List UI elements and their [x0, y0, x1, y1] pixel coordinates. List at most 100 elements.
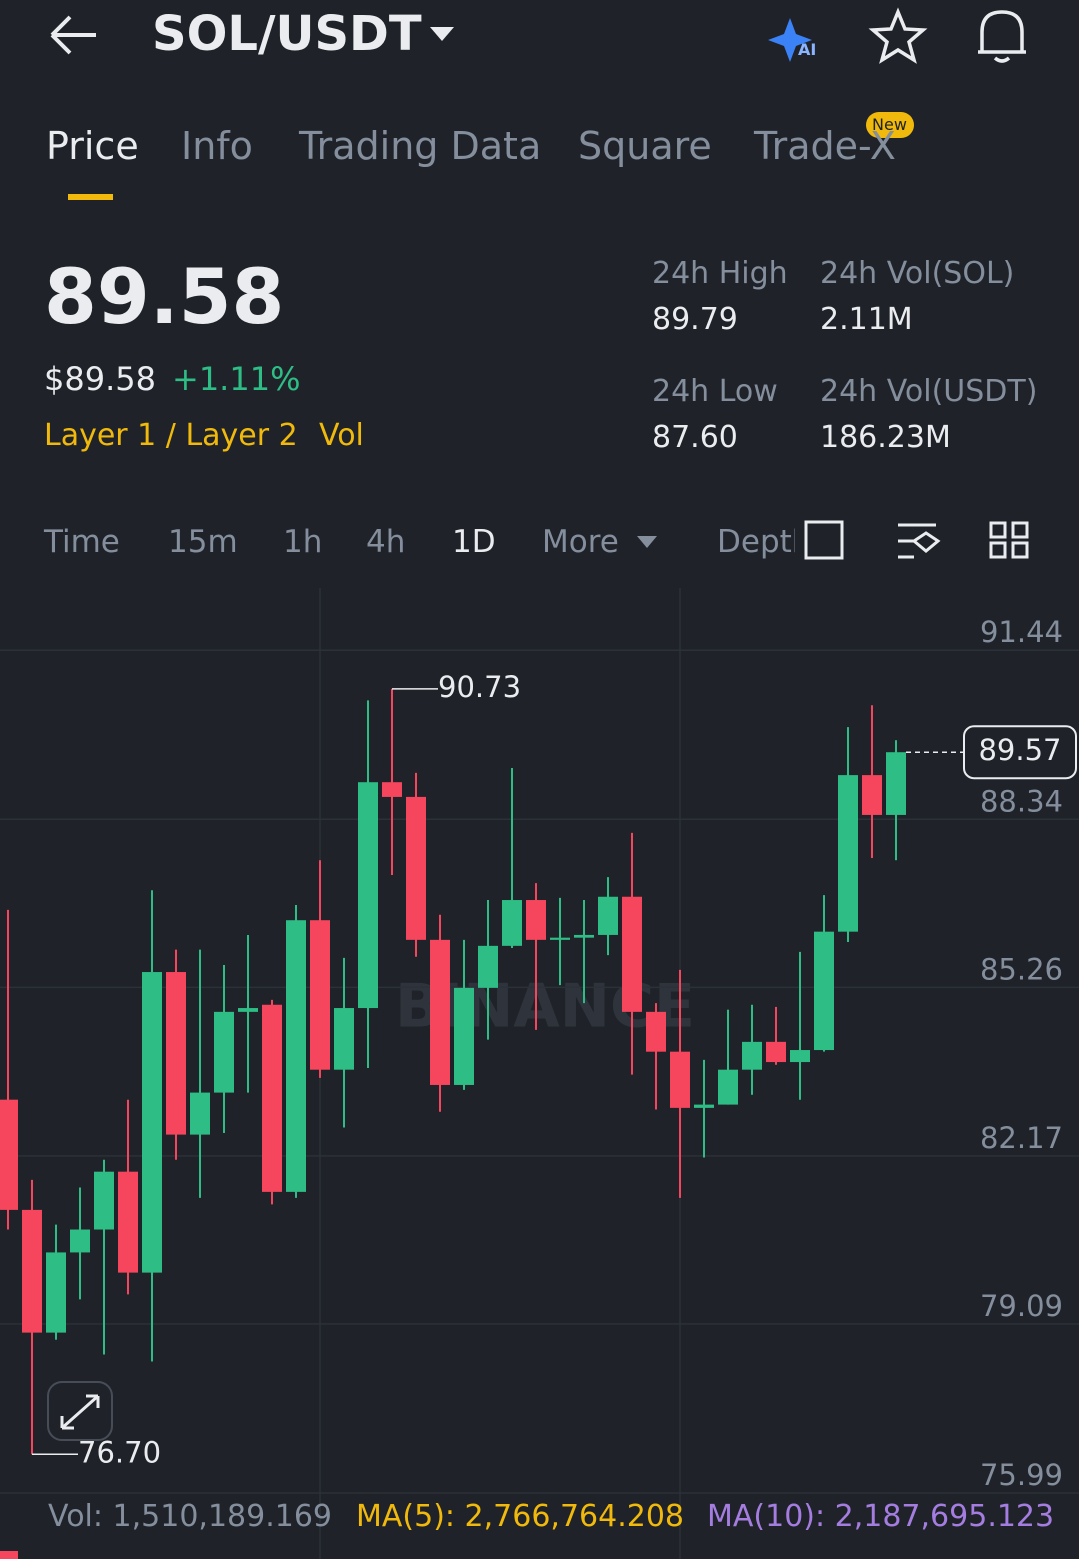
tab[interactable]: Price: [46, 124, 139, 168]
candle-body: [358, 782, 378, 1009]
y-tick-label: 85.26: [980, 952, 1063, 986]
y-tick-label: 79.09: [980, 1289, 1063, 1323]
candle-body: [190, 1092, 210, 1135]
candle-body: [670, 1051, 690, 1108]
candle-body: [742, 1041, 762, 1070]
candle-body: [142, 972, 162, 1273]
candle-body: [454, 987, 474, 1085]
candle-body: [22, 1209, 42, 1333]
tab[interactable]: Trading Data: [299, 124, 542, 168]
candle-body: [502, 900, 522, 946]
scroll-marker: [0, 1551, 18, 1559]
last-price: 89.58: [44, 252, 285, 341]
interval[interactable]: Depth: [717, 524, 795, 560]
interval[interactable]: 4h: [366, 524, 406, 560]
stat-value: 2.11M: [820, 302, 913, 337]
candle-body: [214, 1011, 234, 1093]
layout-icon[interactable]: [1011, 521, 1029, 539]
high-marker-label: 90.73: [438, 670, 521, 704]
candle-body: [694, 1104, 714, 1108]
stat-label: 24h Vol(SOL): [820, 256, 1015, 291]
badge: [866, 112, 914, 138]
volume: Vol: 1,510,189.169: [48, 1499, 333, 1534]
candle-body: [0, 1099, 18, 1210]
y-tick-label: 88.34: [980, 784, 1063, 818]
candle-body: [718, 1069, 738, 1105]
candle-body: [166, 972, 186, 1135]
tab[interactable]: Square: [578, 124, 712, 168]
candle-body: [406, 796, 426, 940]
ai-icon-text: AI: [798, 40, 816, 59]
usd-price: $89.58: [44, 360, 156, 398]
low-marker-label: 76.70: [78, 1435, 161, 1469]
candle-body: [646, 1011, 666, 1052]
stat-label: 24h Low: [652, 374, 778, 409]
candle-body: [478, 945, 498, 988]
candle-body: [574, 934, 594, 938]
indicator-icon[interactable]: [898, 523, 941, 559]
candles: [0, 688, 906, 1455]
expand-icon: [60, 1394, 100, 1430]
candle-body: [526, 900, 546, 940]
ma5: MA(5): 2,766,764.208: [356, 1499, 685, 1534]
pair-title[interactable]: SOL/USDT: [152, 6, 422, 62]
candle-body: [598, 896, 618, 935]
last-price-box: [963, 725, 1077, 780]
candle-body: [550, 937, 570, 940]
ai-icon[interactable]: [768, 18, 812, 62]
tab[interactable]: Trade-X: [754, 124, 896, 168]
more-dropdown[interactable]: [637, 536, 657, 548]
pair-dropdown[interactable]: [430, 27, 454, 41]
ma10: MA(10): 2,187,695.123: [707, 1499, 1055, 1534]
interval[interactable]: More: [542, 524, 619, 560]
y-tick-label: 91.44: [980, 615, 1063, 649]
layout-icon[interactable]: [989, 521, 1007, 539]
candle-body: [382, 782, 402, 797]
tag[interactable]: Vol: [319, 418, 364, 453]
badge-text: New: [872, 115, 907, 134]
chart-icon[interactable]: [804, 520, 844, 560]
price-change: +1.11%: [172, 360, 301, 398]
interval[interactable]: 15m: [168, 524, 238, 560]
last-price-label: 89.57: [978, 733, 1061, 767]
candle-body: [286, 920, 306, 1192]
candle-body: [622, 896, 642, 1012]
interval[interactable]: Time: [44, 524, 120, 560]
candle-body: [46, 1252, 66, 1333]
alert-icon[interactable]: [978, 10, 1026, 63]
stat-value: 186.23M: [820, 420, 951, 455]
candle-body: [70, 1229, 90, 1253]
layout-icon[interactable]: [989, 541, 1007, 559]
tab[interactable]: Info: [181, 124, 253, 168]
interval[interactable]: 1h: [283, 524, 323, 560]
candle-body: [766, 1041, 786, 1063]
candle-body: [430, 939, 450, 1085]
tab-indicator: [68, 194, 113, 200]
candle-body: [790, 1050, 810, 1063]
stat-label: 24h Vol(USDT): [820, 374, 1038, 409]
header-icons: AI: [50, 7, 1026, 200]
candle-body: [310, 920, 330, 1070]
layout-icon[interactable]: [1011, 541, 1029, 559]
favorite-icon[interactable]: [868, 7, 928, 64]
candle-body: [238, 1008, 258, 1012]
candle-body: [334, 1008, 354, 1070]
candle-body: [118, 1171, 138, 1273]
candle-body: [94, 1171, 114, 1230]
candle-body: [838, 775, 858, 932]
back-icon[interactable]: [50, 15, 96, 55]
candle-body: [262, 1004, 282, 1192]
candle-body: [814, 931, 834, 1051]
tag[interactable]: Layer 1 / Layer 2: [44, 418, 298, 453]
y-tick-label: 75.99: [980, 1458, 1063, 1492]
stat-value: 89.79: [652, 302, 738, 337]
stat-label: 24h High: [652, 256, 788, 291]
interval[interactable]: 1D: [452, 524, 496, 560]
stat-value: 87.60: [652, 420, 738, 455]
y-tick-label: 82.17: [980, 1121, 1063, 1155]
candle-body: [886, 752, 906, 815]
toolbar-icons: [637, 520, 1029, 560]
candle-body: [862, 775, 882, 815]
